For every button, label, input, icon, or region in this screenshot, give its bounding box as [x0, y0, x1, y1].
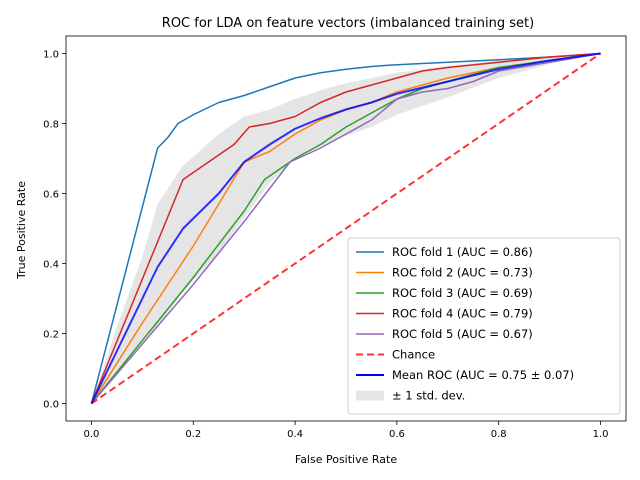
plot-area: 0.0 0.2 0.4 0.6 0.8 1.0 0.0 0.2 0.4 0.6 0.8 1.0: [43, 35, 627, 440]
series-line-3: [90, 52, 601, 404]
x-tick-label: 0.6: [389, 429, 405, 440]
std-dev-band: [91, 53, 601, 404]
x-tick-label: 0.0: [84, 429, 100, 440]
legend: ROC fold 1 (AUC = 0.86) ROC fold 2 (AUC =…: [347, 237, 621, 415]
x-tick-label: 0.4: [287, 429, 303, 440]
legend-label: ROC fold 5 (AUC = 0.67): [392, 327, 533, 341]
axes-frame: [65, 35, 627, 422]
x-axis-label: False Positive Rate: [295, 453, 397, 466]
x-tick-label: 1.0: [593, 429, 609, 440]
x-tick-label: 0.2: [185, 429, 201, 440]
y-tick-label: 0.2: [43, 330, 59, 341]
x-tick-label: 0.8: [491, 429, 507, 440]
series-line-6: [90, 52, 602, 405]
legend-label: Chance: [392, 348, 435, 362]
y-tick-label: 0.0: [43, 400, 59, 411]
legend-label: Mean ROC (AUC = 0.75 ± 0.07): [392, 368, 574, 382]
series-line-7: [90, 52, 601, 404]
legend-label: ± 1 std. dev.: [392, 389, 465, 403]
y-tick-label: 0.4: [43, 260, 59, 271]
legend-box: [347, 237, 621, 415]
series-line-1: [90, 52, 601, 404]
legend-label: ROC fold 1 (AUC = 0.86): [392, 245, 533, 259]
y-tick-label: 0.6: [43, 190, 59, 201]
y-tick-label: 0.8: [43, 120, 59, 131]
series-line-4: [90, 52, 601, 404]
legend-label: ROC fold 3 (AUC = 0.69): [392, 286, 533, 300]
series-line-5: [90, 52, 601, 404]
legend-swatch: [356, 390, 384, 401]
chart-title: ROC for LDA on feature vectors (imbalanc…: [162, 16, 534, 31]
y-tick-label: 1.0: [43, 50, 59, 61]
y-axis-label: True Positive Rate: [15, 181, 28, 280]
legend-label: ROC fold 4 (AUC = 0.79): [392, 307, 533, 321]
legend-label: ROC fold 2 (AUC = 0.73): [392, 266, 533, 280]
